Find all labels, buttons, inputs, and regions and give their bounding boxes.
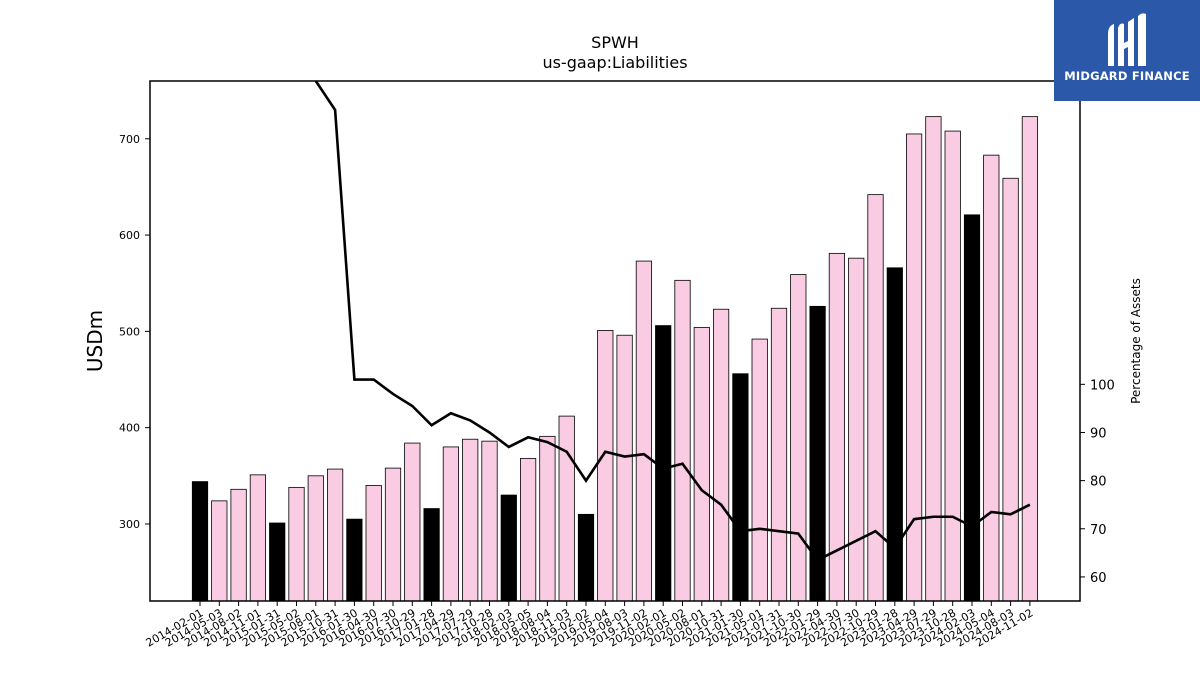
bar-2018-11-03	[558, 415, 575, 602]
bar-2019-02-02	[577, 513, 595, 602]
bar-2021-10-30	[790, 274, 807, 602]
bar-2022-10-29	[867, 194, 884, 602]
x-axis-ticks: 2014-02-012014-05-032014-08-022014-11-01…	[144, 601, 1035, 650]
y2-axis-label: Percentage of Assets	[1129, 278, 1143, 404]
bar-2023-01-28	[886, 267, 903, 602]
logo-mark-icon	[1108, 13, 1146, 67]
bar-2021-07-31	[770, 307, 788, 602]
bar-2014-05-03	[211, 500, 228, 602]
ytick-label: 700	[119, 133, 140, 146]
chart-title: SPWH	[591, 33, 639, 52]
bar-series	[191, 116, 1039, 602]
bar-2014-08-02	[230, 488, 247, 602]
left-axis-ticks: 300 400 500 600 700	[119, 133, 150, 531]
chart-subtitle: us-gaap:Liabilities	[542, 53, 688, 72]
bar-2023-10-28	[944, 130, 961, 602]
bar-2018-02-03	[500, 494, 517, 602]
y2tick-label: 80	[1090, 475, 1107, 490]
bar-2019-08-03	[616, 334, 633, 602]
bar-2017-01-28	[423, 508, 440, 602]
percentage-line	[314, 81, 1031, 562]
bar-2024-08-03	[1002, 177, 1019, 602]
y2tick-label: 60	[1090, 571, 1107, 586]
bar-2016-07-30	[384, 467, 402, 602]
bar-2024-05-04	[983, 154, 1000, 602]
y-axis-label: USDm	[83, 310, 107, 372]
bar-2023-07-29	[925, 116, 942, 602]
bar-2017-04-29	[442, 446, 460, 602]
bar-2016-04-30	[365, 485, 382, 602]
bar-2017-10-28	[481, 440, 498, 602]
ytick-label: 400	[119, 422, 140, 435]
bar-2024-02-03	[963, 214, 981, 602]
bar-2015-05-02	[288, 486, 305, 602]
bar-2021-01-30	[732, 373, 749, 602]
bar-2015-08-01	[307, 475, 324, 602]
brand-logo: MIDGARD FINANCE	[1054, 0, 1200, 101]
right-axis-ticks: 60 70 80 90 100	[1080, 378, 1115, 586]
bar-2020-08-01	[693, 327, 710, 602]
bar-2017-07-29	[462, 438, 479, 602]
bar-2014-02-01	[191, 481, 209, 602]
bar-2016-10-29	[404, 442, 421, 602]
bar-2021-05-01	[751, 338, 768, 602]
y2tick-label: 70	[1090, 523, 1107, 538]
bar-2023-04-29	[906, 133, 923, 602]
bar-2018-05-05	[520, 458, 537, 602]
ytick-label: 500	[119, 325, 140, 338]
bar-2016-01-30	[346, 518, 363, 602]
ytick-label: 600	[119, 229, 140, 242]
plot-frame	[149, 80, 1081, 602]
bar-2018-08-04	[539, 435, 556, 602]
brand-name: MIDGARD FINANCE	[1064, 69, 1190, 83]
bar-2015-10-31	[326, 468, 344, 602]
y2tick-label: 100	[1090, 378, 1115, 393]
bar-2019-05-04	[597, 330, 614, 602]
bar-2022-07-30	[848, 257, 865, 602]
bar-2015-01-31	[269, 522, 286, 602]
bar-2020-10-31	[713, 308, 730, 602]
bar-2020-05-02	[674, 279, 691, 602]
bar-2019-11-02	[635, 260, 653, 602]
bar-2024-11-02	[1021, 116, 1039, 602]
y2tick-label: 90	[1090, 426, 1107, 441]
bar-2014-11-01	[249, 474, 266, 602]
ytick-label: 300	[119, 518, 140, 531]
